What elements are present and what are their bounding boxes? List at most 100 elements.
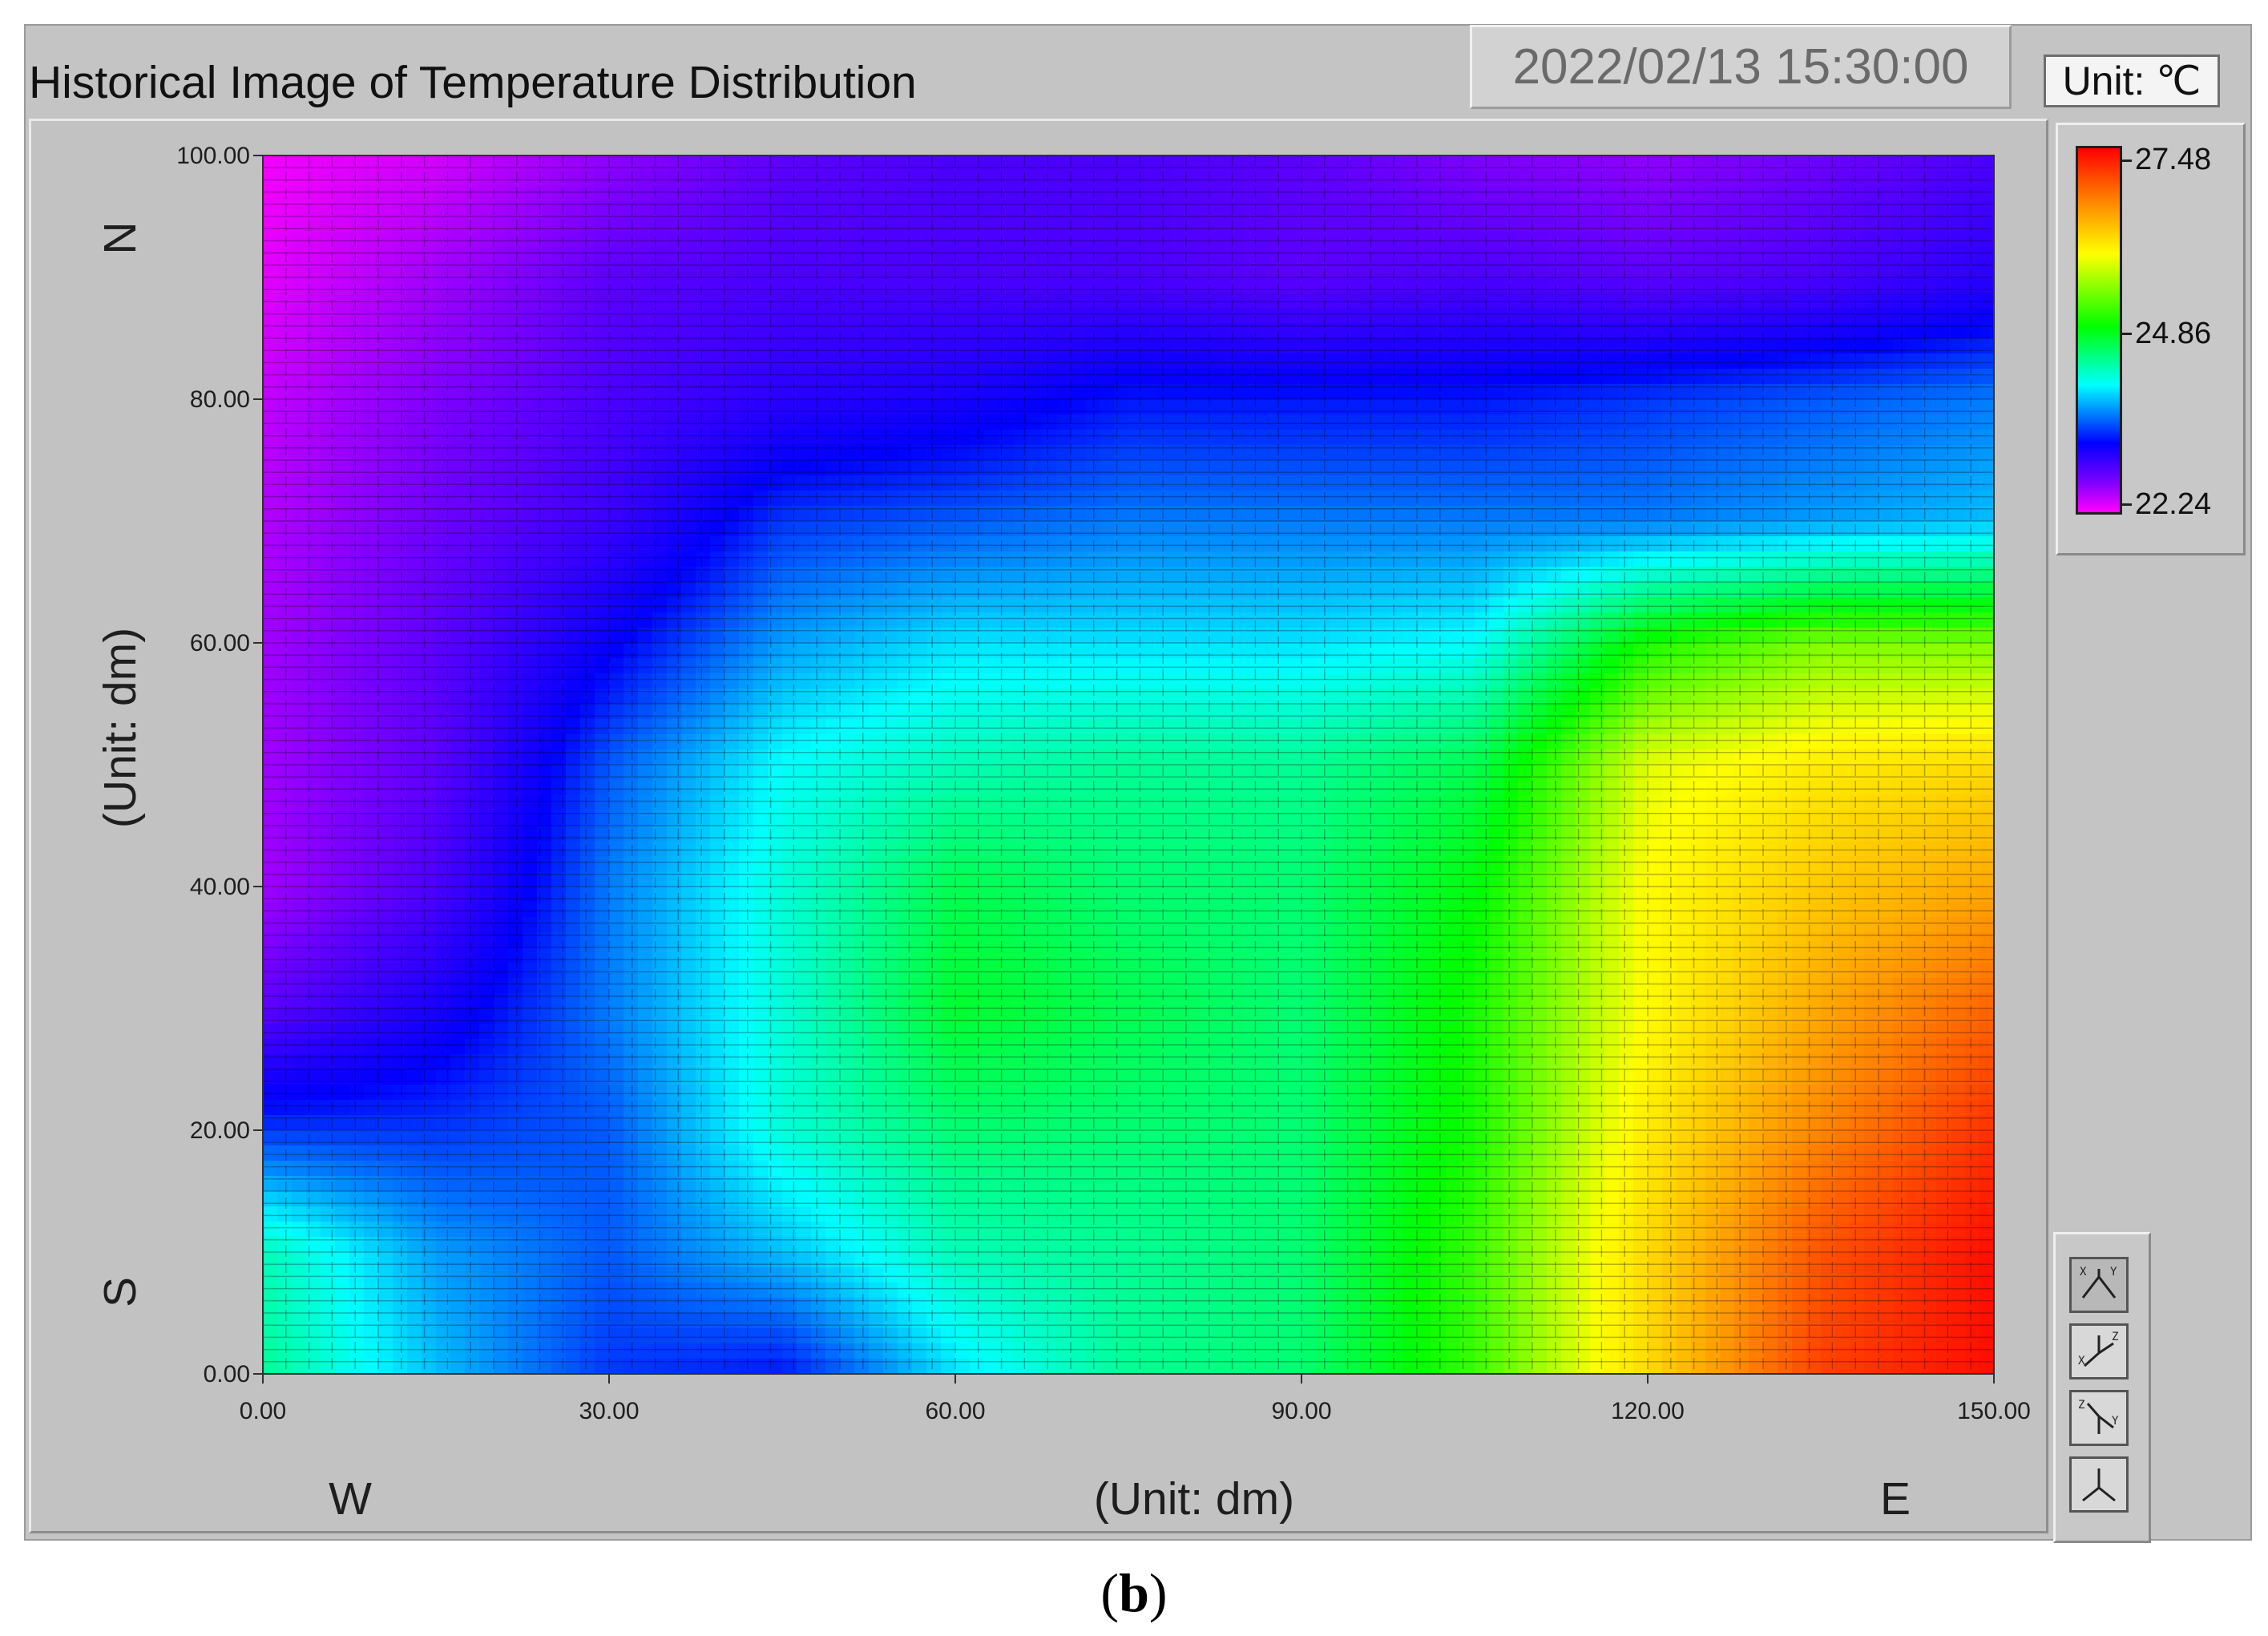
heatmap-cell [1965, 216, 1980, 232]
heatmap-cell [1907, 308, 1923, 324]
heatmap-cell [1691, 536, 1706, 552]
heatmap-cell [652, 749, 668, 765]
heatmap-cell [926, 201, 942, 217]
heatmap-cell [1287, 506, 1302, 522]
heatmap-cell [1936, 171, 1951, 187]
heatmap-cell [638, 262, 653, 278]
heatmap-cell [1778, 353, 1793, 370]
heatmap-cell [1056, 673, 1071, 689]
heatmap-cell [1157, 262, 1172, 278]
heatmap-cell [1201, 369, 1216, 385]
heatmap-cell [1100, 780, 1115, 796]
heatmap-cell [1244, 567, 1259, 583]
heatmap-cell [1979, 353, 1994, 370]
heatmap-cell [1503, 475, 1519, 491]
heatmap-cell [667, 201, 682, 217]
heatmap-cell [970, 567, 985, 583]
heatmap-cell [1503, 323, 1519, 339]
heatmap-cell [1590, 430, 1605, 446]
heatmap-cell [508, 491, 523, 507]
heatmap-cell [1071, 369, 1086, 385]
heatmap-cell [580, 780, 595, 796]
heatmap-cell [1518, 734, 1533, 750]
heatmap-cell [450, 673, 466, 689]
heatmap-cell [1085, 567, 1100, 583]
heatmap-cell [1936, 521, 1951, 537]
heatmap-cell [277, 491, 293, 507]
heatmap-cell [609, 369, 624, 385]
heatmap-cell [566, 308, 581, 324]
heatmap-cell [1561, 597, 1576, 613]
heatmap-cell [1662, 749, 1677, 765]
heatmap-cell [393, 430, 408, 446]
heatmap-cell [551, 277, 567, 293]
heatmap-cell [898, 628, 913, 644]
heatmap-cell [1503, 704, 1519, 720]
heatmap-cell [1114, 445, 1129, 461]
heatmap-cell [263, 521, 278, 537]
heatmap-cell [1301, 536, 1317, 552]
heatmap-cell [436, 658, 451, 674]
heatmap-cell [1734, 628, 1749, 644]
heatmap-cell [1359, 262, 1374, 278]
heatmap-cell [1734, 749, 1749, 765]
heatmap-cell [1027, 384, 1043, 400]
heatmap-cell [753, 567, 769, 583]
heatmap-cell [1561, 277, 1576, 293]
heatmap-cell [898, 475, 913, 491]
heatmap-cell [436, 430, 451, 446]
heatmap-cell [1979, 582, 1994, 598]
heatmap-cell [393, 749, 408, 765]
heatmap-cell [681, 658, 696, 674]
heatmap-cell [450, 308, 466, 324]
heatmap-cell [1114, 216, 1129, 232]
heatmap-cell [1287, 460, 1302, 476]
heatmap-cell [1056, 445, 1071, 461]
heatmap-cell [1056, 475, 1071, 491]
heatmap-cell [1013, 475, 1028, 491]
heatmap-cell [1792, 262, 1807, 278]
heatmap-cell [1071, 521, 1086, 537]
heatmap-cell [753, 582, 769, 598]
heatmap-cell [465, 491, 480, 507]
heatmap-cell [1965, 475, 1980, 491]
heatmap-cell [450, 719, 466, 735]
heatmap-cell [883, 430, 898, 446]
heatmap-cell [609, 156, 624, 172]
heatmap-cell [1633, 506, 1649, 522]
heatmap-cell [306, 414, 321, 430]
heatmap-cell [1864, 353, 1879, 370]
heatmap-cell [1691, 216, 1706, 232]
heatmap-cell [1489, 216, 1504, 232]
heatmap-cell [393, 780, 408, 796]
heatmap-cell [407, 658, 422, 674]
heatmap-cell [1633, 612, 1649, 628]
heatmap-cell [1648, 521, 1663, 537]
heatmap-cell [422, 643, 437, 659]
heatmap-cell [595, 521, 610, 537]
heatmap-cell [941, 612, 956, 628]
heatmap-cell [898, 521, 913, 537]
heatmap-cell [277, 414, 293, 430]
heatmap-cell [1734, 673, 1749, 689]
heatmap-cell [1316, 384, 1331, 400]
heatmap-cell [1431, 673, 1447, 689]
heatmap-cell [1186, 491, 1201, 507]
heatmap-cell [1576, 262, 1591, 278]
heatmap-cell [1821, 734, 1836, 750]
heatmap-cell [508, 323, 523, 339]
heatmap-cell [422, 384, 437, 400]
heatmap-cell [1460, 186, 1475, 202]
heatmap-cell [364, 506, 379, 522]
heatmap-cell [1720, 156, 1735, 172]
heatmap-cell [1792, 567, 1807, 583]
heatmap-cell [1201, 277, 1216, 293]
heatmap-cell [1576, 536, 1591, 552]
heatmap-cell [1907, 673, 1923, 689]
heatmap-cell [1749, 323, 1764, 339]
heatmap-cell [1619, 765, 1634, 781]
heatmap-cell [1648, 658, 1663, 674]
heatmap-cell [1965, 277, 1980, 293]
heatmap-cell [523, 612, 538, 628]
heatmap-cell [1951, 232, 1966, 248]
